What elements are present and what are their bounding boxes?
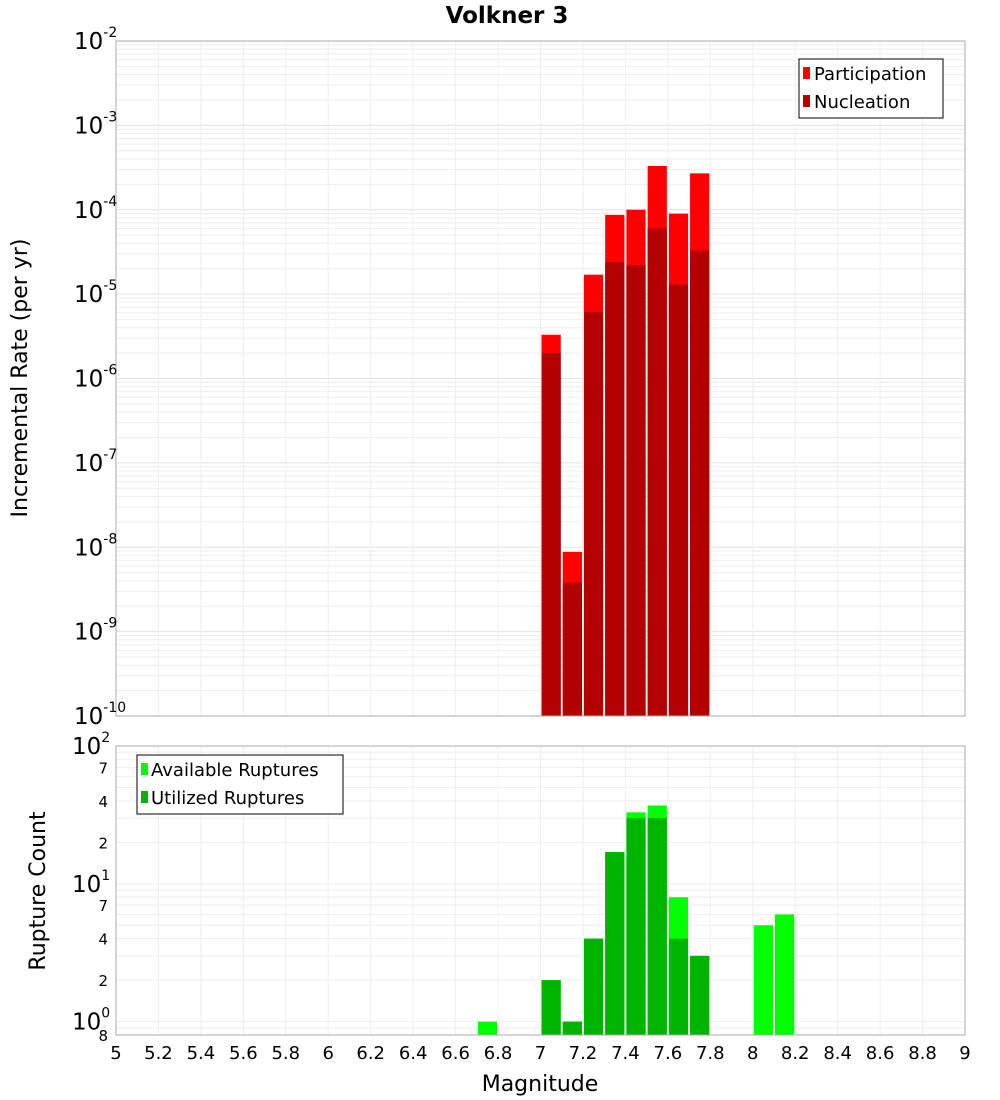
utilized-ruptures-bar xyxy=(668,938,689,1035)
legend-label-utilized: Utilized Ruptures xyxy=(151,788,304,809)
top-panel: Volkner 3 10-1010-910-810-710-610-510-41… xyxy=(8,3,966,730)
available-ruptures-bar xyxy=(753,925,773,1035)
utilized-ruptures-bar xyxy=(541,980,561,1035)
x-tick-label: 7.4 xyxy=(611,1043,640,1064)
top-y-tick-label: 10-10 xyxy=(74,700,126,730)
x-tick-label: 7.6 xyxy=(654,1043,683,1064)
top-legend: Participation Nucleation xyxy=(798,58,944,119)
x-tick-label: 6.4 xyxy=(399,1043,428,1064)
legend-label-participation: Participation xyxy=(814,64,926,85)
bottom-y-minor-tick-label: 2 xyxy=(98,972,108,990)
top-y-tick-label: 10-6 xyxy=(74,363,117,393)
utilized-ruptures-bar xyxy=(626,818,646,1035)
x-tick-label: 8 xyxy=(747,1043,758,1064)
legend-swatch-utilized xyxy=(141,791,148,803)
bottom-y-minor-tick-label: 4 xyxy=(98,793,108,811)
bottom-legend: Available Ruptures Utilized Ruptures xyxy=(136,754,344,815)
x-tick-label: 7.2 xyxy=(569,1043,598,1064)
bottom-panel: 100 101 102 8 2 4 7 2 4 7 5 5.2 5.4 5.6 5.8 6 6.2 6.4 6.6… xyxy=(26,730,971,1097)
nucleation-bar xyxy=(583,312,604,716)
utilized-ruptures-bar xyxy=(562,1021,582,1035)
x-tick-label: 6.2 xyxy=(356,1043,385,1064)
bottom-bars xyxy=(477,805,795,1035)
x-tick-label: 5.4 xyxy=(187,1043,216,1064)
x-tick-label: 5.6 xyxy=(229,1043,258,1064)
x-tick-label: 7.8 xyxy=(696,1043,725,1064)
top-y-tick-label: 10-8 xyxy=(74,531,117,561)
bottom-y-axis-label: Rupture Count xyxy=(26,811,51,971)
legend-label-nucleation: Nucleation xyxy=(814,92,910,113)
bottom-y-tick-labels: 100 101 102 8 2 4 7 2 4 7 xyxy=(72,730,110,1045)
legend-swatch-nucleation xyxy=(803,95,810,107)
top-y-tick-label: 10-3 xyxy=(74,109,117,139)
bottom-legend-box xyxy=(136,754,344,815)
x-tick-label: 5 xyxy=(110,1043,121,1064)
x-axis-label: Magnitude xyxy=(482,1072,599,1097)
x-tick-label: 6.6 xyxy=(441,1043,470,1064)
nucleation-bar xyxy=(690,250,710,717)
nucleation-bar xyxy=(541,353,561,716)
bottom-y-tick-label: 102 xyxy=(72,730,110,760)
x-tick-label: 8.8 xyxy=(908,1043,937,1064)
chart-title: Volkner 3 xyxy=(446,3,569,29)
x-tick-label: 8.2 xyxy=(781,1043,810,1064)
top-grid xyxy=(115,41,966,717)
nucleation-bar xyxy=(605,262,625,716)
top-y-axis-label: Incremental Rate (per yr) xyxy=(8,239,33,518)
x-tick-label: 5.8 xyxy=(271,1043,300,1064)
top-y-tick-labels: 10-10 10-9 10-8 10-7 10-6 10-5 10-4 10-3 10-2 xyxy=(74,25,126,730)
available-ruptures-bar xyxy=(774,914,795,1035)
nucleation-bar xyxy=(668,284,689,716)
bottom-y-minor-tick-label: 7 xyxy=(98,759,108,777)
x-tick-label: 7 xyxy=(535,1043,546,1064)
bottom-y-minor-tick-label: 4 xyxy=(98,931,108,949)
legend-swatch-participation xyxy=(803,67,810,79)
legend-label-available: Available Ruptures xyxy=(151,760,319,781)
bottom-y-minor-tick-label: 7 xyxy=(98,897,108,915)
x-tick-label: 8.6 xyxy=(866,1043,895,1064)
nucleation-bar xyxy=(562,582,582,716)
top-legend-box xyxy=(798,58,944,119)
top-y-tick-label: 10-5 xyxy=(74,278,117,308)
bottom-y-tick-label: 100 xyxy=(72,1006,110,1036)
x-tick-labels: 5 5.2 5.4 5.6 5.8 6 6.2 6.4 6.6 6.8 7 7.2 7.4 7.6 7.8 8… xyxy=(110,1043,970,1064)
bottom-y-minor-tick-label: 2 xyxy=(98,834,108,852)
utilized-ruptures-bar xyxy=(583,938,604,1035)
nucleation-bar xyxy=(647,228,667,716)
nucleation-bar xyxy=(626,265,646,716)
bottom-y-tick-label: 101 xyxy=(72,868,110,898)
x-tick-label: 9 xyxy=(959,1043,970,1064)
x-tick-label: 8.4 xyxy=(823,1043,852,1064)
available-ruptures-bar xyxy=(477,1021,498,1035)
top-bars xyxy=(541,166,710,717)
utilized-ruptures-bar xyxy=(647,818,667,1035)
top-y-tick-label: 10-9 xyxy=(74,616,117,646)
utilized-ruptures-bar xyxy=(605,852,625,1035)
top-plot-frame xyxy=(115,40,966,717)
legend-swatch-available xyxy=(141,763,148,775)
x-tick-label: 5.2 xyxy=(144,1043,173,1064)
utilized-ruptures-bar xyxy=(690,955,710,1035)
bottom-plot-frame xyxy=(115,745,966,1036)
top-y-tick-label: 10-2 xyxy=(74,25,117,55)
top-y-tick-label: 10-4 xyxy=(74,194,117,224)
x-tick-label: 6.8 xyxy=(484,1043,513,1064)
top-y-tick-label: 10-7 xyxy=(74,447,117,477)
bottom-y-minor-tick-label: 8 xyxy=(98,1027,108,1045)
x-tick-label: 6 xyxy=(323,1043,334,1064)
